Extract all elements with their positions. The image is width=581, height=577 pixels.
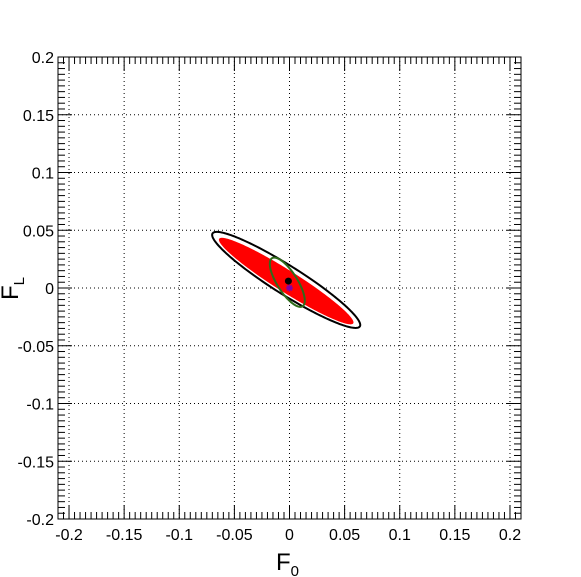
y-tick-label: 0.05 [23,223,54,240]
y-tick-label: 0.1 [32,166,54,183]
y-axis-title-subscript: L [11,277,28,285]
y-tick-label: -0.2 [26,512,54,529]
x-axis-title: F0 [276,549,299,577]
x-tick-label: 0 [285,527,294,544]
y-tick-label: -0.1 [26,397,54,414]
grid-lines [58,56,521,520]
y-axis-title-main: F [0,285,24,300]
y-tick-label: 0.15 [23,108,54,125]
reference-point [286,284,293,292]
x-tick-label: 0.15 [439,527,470,544]
best-fit-point [284,277,292,285]
data-points [284,277,293,292]
x-tick-label: 0.2 [499,527,521,544]
x-tick-label: -0.2 [55,527,83,544]
axis-ticks [57,56,522,520]
y-axis-title: FL [0,277,28,300]
x-tick-label: -0.1 [165,527,193,544]
green-contour [268,256,306,308]
y-tick-label: 0 [45,281,54,298]
x-axis-title-main: F [276,549,291,576]
x-tick-label: -0.15 [106,527,143,544]
y-tick-label: -0.05 [18,339,55,356]
x-tick-labels: -0.2 -0.15 -0.1 -0.05 0 0.05 0.1 0.15 0.2 [55,527,521,544]
x-tick-label: 0.1 [389,527,411,544]
y-tick-label: 0.2 [32,50,54,67]
x-tick-label: 0.05 [329,527,360,544]
y-tick-labels: -0.2 -0.15 -0.1 -0.05 0 0.05 0.1 0.15 0.2 [18,50,55,529]
x-tick-label: -0.05 [216,527,253,544]
y-tick-label: -0.15 [18,454,55,471]
x-axis-title-subscript: 0 [291,563,299,577]
